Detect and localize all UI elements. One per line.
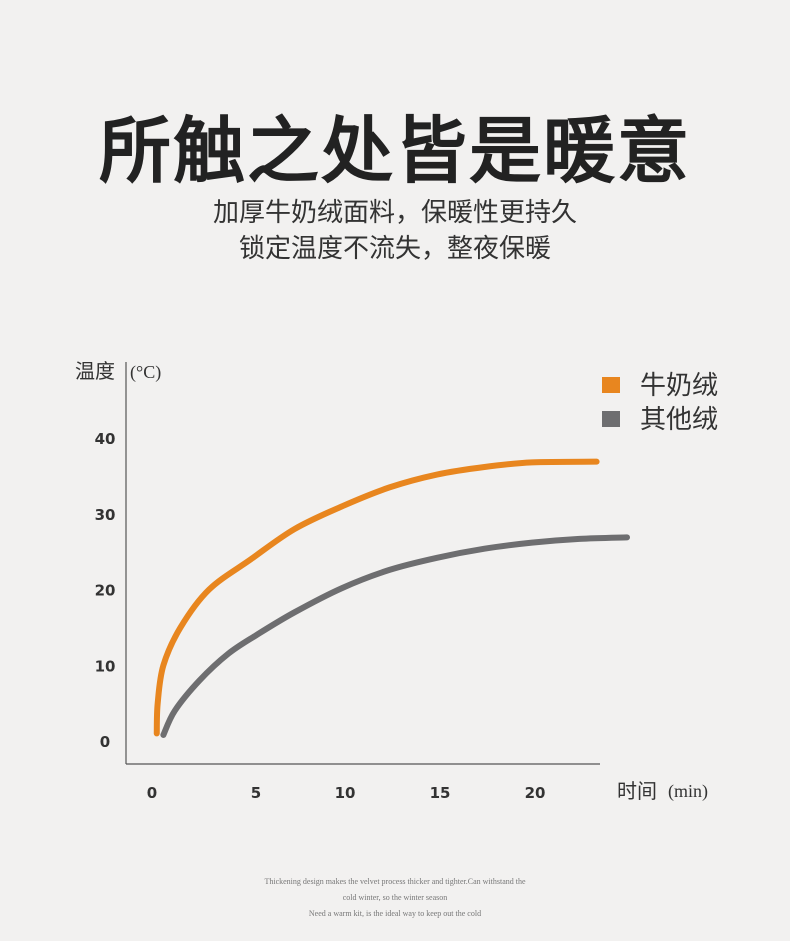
series-line-other-velvet [160, 534, 630, 738]
temperature-chart: 温度 (°C) 时间 (min) 0 10 20 30 40 0 5 10 15 20 牛奶绒 其… [75, 359, 718, 803]
x-tick-label: 15 [430, 784, 451, 802]
legend-label-other-velvet: 其他绒 [640, 405, 718, 435]
x-tick-label: 20 [525, 784, 546, 802]
x-axis-unit: (min) [668, 781, 708, 802]
page-title: 所触之处皆是暖意 [98, 109, 691, 193]
subtitle-line-1: 加厚牛奶绒面料，保暖性更持久 [212, 198, 577, 228]
x-tick-label: 0 [147, 784, 157, 802]
y-axis-label: 温度 [75, 359, 115, 383]
series-line-milk-velvet [153, 458, 600, 737]
x-tick-label: 10 [335, 784, 356, 802]
footnote-line-2: cold winter, so the winter season [342, 893, 448, 902]
y-tick-label: 10 [95, 657, 116, 675]
x-tick-label: 5 [251, 784, 261, 802]
footnote: Thickening design makes the velvet proce… [0, 874, 790, 922]
footnote-line-3: Need a warm kit, is the ideal way to kee… [308, 909, 482, 918]
legend-swatch-other-velvet [602, 411, 620, 427]
y-tick-label: 40 [95, 430, 116, 448]
footnote-line-1: Thickening design makes the velvet proce… [264, 877, 526, 886]
subtitle-line-2: 锁定温度不流失，整夜保暖 [238, 234, 551, 264]
x-axis-label: 时间 [617, 779, 657, 803]
legend-swatch-milk-velvet [602, 377, 620, 393]
y-tick-label: 30 [95, 506, 116, 524]
y-tick-label: 20 [95, 582, 116, 600]
y-axis-unit: (°C) [130, 362, 161, 383]
legend-label-milk-velvet: 牛奶绒 [640, 371, 718, 401]
y-tick-label: 0 [100, 733, 110, 751]
